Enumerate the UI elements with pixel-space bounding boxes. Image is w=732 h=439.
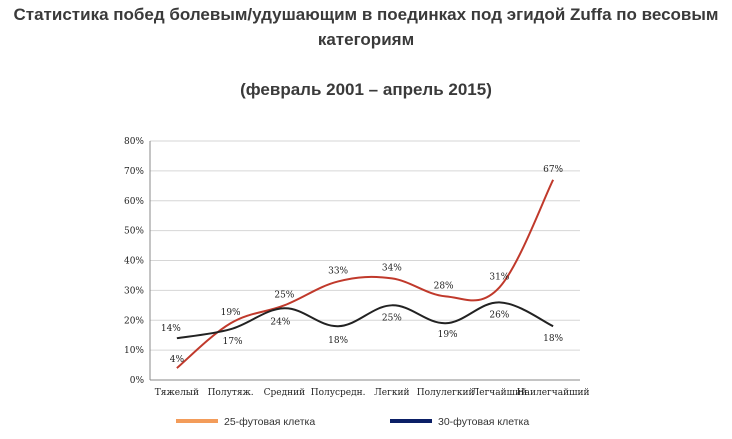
data-label: 4% <box>170 355 185 365</box>
data-label: 14% <box>161 324 181 334</box>
series-line <box>176 179 555 369</box>
data-label: 67% <box>543 165 563 175</box>
x-tick-label: Полулегкий <box>417 388 475 398</box>
data-label: 33% <box>328 266 348 276</box>
y-tick-label: 20% <box>124 316 144 326</box>
x-tick-label: Легкий <box>374 388 409 398</box>
y-tick-label: 50% <box>124 227 144 237</box>
y-tick-label: 80% <box>124 137 144 147</box>
x-tick-label: Тяжелый <box>155 388 199 398</box>
data-label: 31% <box>489 272 509 282</box>
data-label: 19% <box>438 330 458 340</box>
y-tick-label: 40% <box>124 257 144 267</box>
y-tick-label: 0% <box>130 376 145 386</box>
y-tick-label: 10% <box>124 346 144 356</box>
x-tick-label: Полутяж. <box>208 388 254 398</box>
data-label: 17% <box>223 337 243 347</box>
data-label: 25% <box>274 290 294 300</box>
chart-title: Статистика побед болевым/удушающим в пое… <box>13 5 719 49</box>
y-tick-label: 70% <box>124 167 144 177</box>
x-tick-label: Наилегчайший <box>517 388 590 398</box>
legend-label: 30-футовая клетка <box>438 416 529 428</box>
chart-subtitle: (февраль 2001 – апрель 2015) <box>240 80 492 99</box>
data-label: 18% <box>543 334 563 344</box>
x-tick-label: Полусредн. <box>311 388 366 398</box>
data-label: 24% <box>270 317 290 327</box>
data-label: 25% <box>382 313 402 323</box>
y-tick-label: 60% <box>124 197 144 207</box>
y-tick-label: 30% <box>124 286 144 296</box>
data-label: 28% <box>434 281 454 291</box>
data-label: 18% <box>328 336 348 346</box>
data-label: 26% <box>489 310 509 320</box>
series-line <box>176 301 554 340</box>
x-tick-label: Средний <box>264 388 306 398</box>
x-tick-label: Легчайший <box>472 388 527 398</box>
data-label: 34% <box>382 263 402 273</box>
legend-label: 25-футовая клетка <box>224 416 315 428</box>
data-label: 19% <box>221 308 241 318</box>
